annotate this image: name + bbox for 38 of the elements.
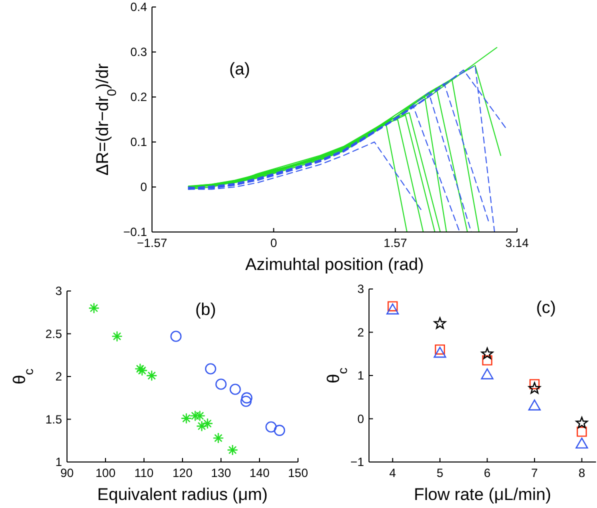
y-tick-label: 2 [55, 370, 62, 384]
y-tick-label: 0.2 [130, 90, 148, 104]
y-tick-label: 1 [357, 368, 364, 382]
x-axis-title: Equivalent radius (μm) [97, 485, 268, 504]
y-tick-label: 0 [140, 180, 148, 194]
y-tick-label: 0.4 [130, 0, 148, 14]
x-tick-label: 90 [60, 466, 74, 480]
x-tick-label: 6 [484, 466, 491, 480]
x-tick-label: 150 [288, 466, 308, 480]
x-tick-label: 1.57 [384, 236, 408, 250]
annotation: (c) [536, 298, 556, 318]
annotation: (a) [229, 60, 250, 78]
y-tick-label: 1.5 [45, 412, 62, 426]
x-tick-label: 100 [95, 466, 116, 480]
x-tick-label: 110 [134, 466, 154, 480]
x-axis-title: Flow rate (μL/min) [414, 485, 552, 504]
annotation: (b) [195, 300, 216, 319]
x-tick-label: 8 [578, 466, 586, 480]
y-tick-label: 2.5 [45, 326, 62, 341]
y-tick-label: 2 [357, 325, 364, 340]
y-tick-label: 0.1 [130, 135, 148, 149]
x-tick-label: 4 [389, 466, 396, 480]
x-tick-label: 0 [270, 236, 278, 250]
x-tick-label: 7 [531, 466, 538, 480]
x-tick-label: 120 [172, 466, 193, 480]
y-tick-label: −1 [350, 455, 364, 469]
x-axis-title: Azimuhtal position (rad) [245, 255, 424, 274]
y-tick-label: 0.3 [130, 45, 148, 59]
y-tick-label: −0.1 [123, 225, 148, 239]
x-tick-label: 3.14 [505, 236, 529, 250]
y-tick-label: 3 [55, 284, 62, 298]
y-tick-label: 0 [357, 412, 364, 426]
y-tick-label: 3 [357, 282, 364, 296]
x-tick-label: 130 [210, 466, 232, 480]
x-tick-label: 140 [249, 466, 270, 480]
x-tick-label: 5 [436, 466, 444, 480]
x-tick-label: −1.57 [136, 236, 168, 250]
y-tick-label: 1 [55, 455, 62, 469]
